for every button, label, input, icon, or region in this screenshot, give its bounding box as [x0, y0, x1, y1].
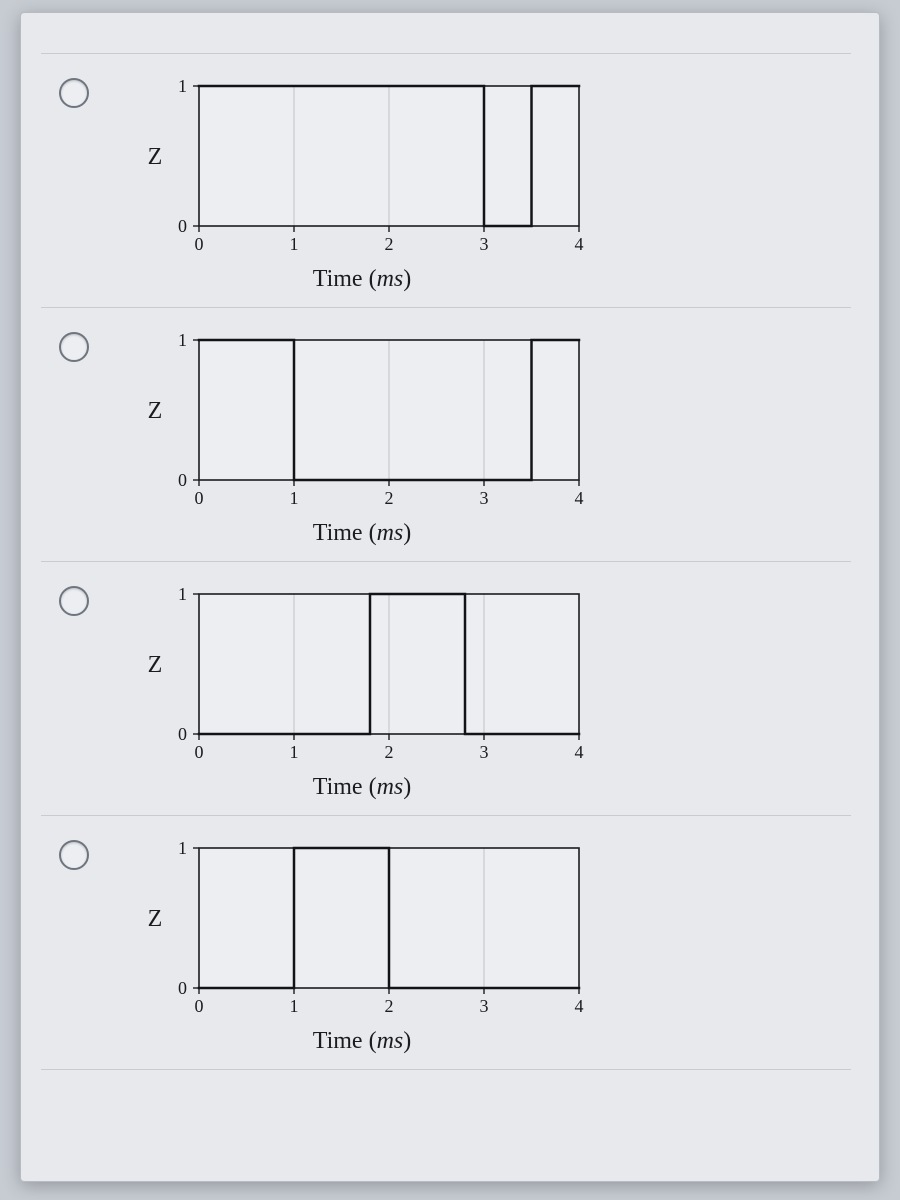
option-a-xlabel: Time (ms)	[313, 266, 411, 293]
option-c-xlabel: Time (ms)	[313, 774, 411, 801]
xlabel-unit: ms	[377, 520, 404, 546]
xlabel-unit: ms	[377, 266, 404, 292]
xlabel-open: (	[369, 1028, 377, 1054]
option-d-row: 0 1 Z 0 1 2 3 4 Time (ms)	[41, 815, 851, 1070]
quiz-panel: 01Z01234 Time (ms) 01Z01234 Time (ms) 01…	[20, 12, 880, 1182]
svg-text:Z: Z	[148, 906, 163, 932]
svg-text:Z: Z	[148, 144, 163, 170]
option-d-xlabel: Time (ms)	[313, 1028, 411, 1055]
option-c-radio[interactable]	[59, 586, 89, 616]
svg-text:0: 0	[195, 996, 204, 1016]
svg-text:2: 2	[385, 742, 394, 762]
option-a-radio[interactable]	[59, 78, 89, 108]
svg-text:3: 3	[480, 742, 489, 762]
svg-text:0: 0	[178, 978, 187, 998]
xlabel-close: )	[403, 1028, 411, 1054]
svg-text:0: 0	[195, 234, 204, 254]
svg-text:3: 3	[480, 234, 489, 254]
option-d-chart: 0 1 Z 0 1 2 3 4	[127, 834, 597, 1022]
option-b-xlabel: Time (ms)	[313, 520, 411, 547]
svg-text:1: 1	[178, 838, 187, 858]
xlabel-text: Time	[313, 520, 363, 546]
xlabel-text: Time	[313, 774, 363, 800]
svg-text:0: 0	[195, 742, 204, 762]
xlabel-unit: ms	[377, 774, 404, 800]
xlabel-open: (	[369, 266, 377, 292]
xlabel-text: Time	[313, 266, 363, 292]
svg-text:1: 1	[290, 488, 299, 508]
svg-text:1: 1	[290, 234, 299, 254]
svg-text:3: 3	[480, 488, 489, 508]
option-b-chart: 0 1 Z 0 1 2 3 4	[127, 326, 597, 514]
svg-text:1: 1	[178, 76, 187, 96]
option-b-chart-wrap: 0 1 Z 0 1 2 3 4 Time (ms)	[127, 326, 597, 547]
svg-text:4: 4	[575, 234, 584, 254]
svg-text:4: 4	[575, 488, 584, 508]
svg-text:4: 4	[575, 996, 584, 1016]
option-c-chart: 0 1 Z 0 1 2 3 4	[127, 580, 597, 768]
option-c-chart-wrap: 0 1 Z 0 1 2 3 4 Time (ms)	[127, 580, 597, 801]
option-b-radio[interactable]	[59, 332, 89, 362]
svg-text:0: 0	[178, 216, 187, 236]
option-d-radio[interactable]	[59, 840, 89, 870]
option-d-chart-wrap: 0 1 Z 0 1 2 3 4 Time (ms)	[127, 834, 597, 1055]
xlabel-close: )	[403, 774, 411, 800]
svg-text:Z: Z	[148, 652, 163, 678]
svg-text:1: 1	[290, 996, 299, 1016]
svg-text:2: 2	[385, 488, 394, 508]
xlabel-close: )	[403, 520, 411, 546]
xlabel-open: (	[369, 520, 377, 546]
option-a-row: 0 1 Z 0 1 2 3 4 Time (ms)	[41, 53, 851, 307]
svg-text:4: 4	[575, 742, 584, 762]
svg-text:3: 3	[480, 996, 489, 1016]
xlabel-open: (	[369, 774, 377, 800]
option-a-chart: 0 1 Z 0 1 2 3 4	[127, 72, 597, 260]
svg-text:2: 2	[385, 996, 394, 1016]
xlabel-unit: ms	[377, 1028, 404, 1054]
svg-text:0: 0	[178, 724, 187, 744]
option-a-chart-wrap: 0 1 Z 0 1 2 3 4 Time (ms)	[127, 72, 597, 293]
svg-text:0: 0	[178, 470, 187, 490]
xlabel-text: Time	[313, 1028, 363, 1054]
svg-text:1: 1	[178, 584, 187, 604]
option-b-row: 0 1 Z 0 1 2 3 4 Time (ms)	[41, 307, 851, 561]
option-c-row: 0 1 Z 0 1 2 3 4 Time (ms)	[41, 561, 851, 815]
xlabel-close: )	[403, 266, 411, 292]
svg-text:1: 1	[178, 330, 187, 350]
svg-text:1: 1	[290, 742, 299, 762]
svg-text:Z: Z	[148, 398, 163, 424]
svg-text:0: 0	[195, 488, 204, 508]
svg-text:2: 2	[385, 234, 394, 254]
